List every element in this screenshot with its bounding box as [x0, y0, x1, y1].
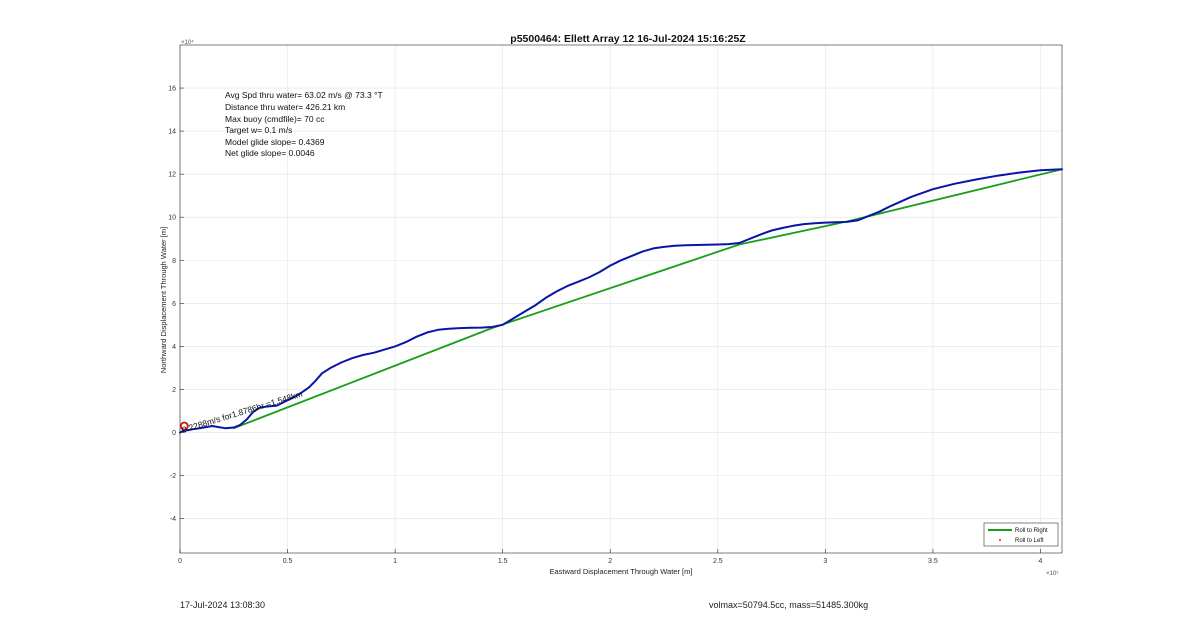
y-tick-label: 4	[172, 344, 176, 351]
y-tick-label: 8	[172, 258, 176, 265]
plot-area-frame	[179, 44, 1063, 554]
legend-box	[983, 522, 1059, 547]
annotation-max-buoy: Max buoy (cmdfile)= 70 cc	[225, 114, 325, 124]
x-tick-label: 2.5	[713, 558, 723, 565]
annotation-target-w: Target w= 0.1 m/s	[225, 125, 292, 135]
x-tick-label: 1.5	[498, 558, 508, 565]
x-tick-label: 0	[178, 558, 182, 565]
x-tick-label: 0.5	[283, 558, 293, 565]
x-tick-label: 3	[823, 558, 827, 565]
tick-label-layer: 0 0.5 1 1.5 2 2.5 3 3.5 4 -4 -2 0 2 4 6 8 10 12 14 16	[168, 86, 1042, 565]
y-tick-label: 14	[168, 129, 176, 136]
x-tick-label: 3.5	[928, 558, 938, 565]
y-tick-label: 10	[168, 215, 176, 222]
legend: Roll to Right Roll to Left	[983, 522, 1059, 547]
legend-label-roll-left: Roll to Left	[1015, 538, 1044, 544]
y-tick-label: 0	[172, 430, 176, 437]
y-tick-label: 16	[168, 86, 176, 93]
x-tick-label: 4	[1039, 558, 1043, 565]
series-line-roll-right	[232, 168, 1063, 430]
annotation-avg-speed: Avg Spd thru water= 63.02 m/s @ 73.3 °T	[225, 90, 383, 100]
series-line-track	[179, 168, 1063, 434]
stats-annotation: Avg Spd thru water= 63.02 m/s @ 73.3 °T …	[225, 90, 383, 158]
segment-speed-annotation: 0.2288m/s for1.8786hr =1.548km	[181, 389, 304, 435]
legend-label-roll-right: Roll to Right	[1015, 528, 1048, 534]
x-tick-label: 2	[608, 558, 612, 565]
y-tick-label: 2	[172, 387, 176, 394]
x-axis-label: Eastward Displacement Through Water [m]	[550, 567, 693, 576]
y-tick-label: 6	[172, 301, 176, 308]
footer-stats: volmax=50794.5cc, mass=51485.300kg	[709, 600, 869, 610]
x-axis-exponent: ×10⁵	[1046, 570, 1059, 577]
annotation-distance: Distance thru water= 426.21 km	[225, 102, 345, 112]
legend-marker-roll-left	[999, 539, 1001, 541]
y-axis-label: Northward Displacement Through Water [m]	[159, 227, 168, 373]
y-tick-label: -4	[170, 516, 176, 523]
y-tick-label: 12	[168, 172, 176, 179]
chart-title: p5500464: Ellett Array 12 16-Jul-2024 15…	[510, 33, 746, 45]
annotation-model-glide: Model glide slope= 0.4369	[225, 137, 325, 147]
annotation-net-glide: Net glide slope= 0.0046	[225, 148, 315, 158]
x-tick-label: 1	[393, 558, 397, 565]
series-layer	[179, 168, 1063, 434]
y-tick-label: -2	[170, 473, 176, 480]
footer-timestamp: 17-Jul-2024 13:08:30	[180, 600, 266, 610]
y-axis-exponent: ×10⁴	[181, 39, 194, 46]
grid-layer	[179, 45, 1062, 553]
start-marker	[179, 421, 189, 431]
